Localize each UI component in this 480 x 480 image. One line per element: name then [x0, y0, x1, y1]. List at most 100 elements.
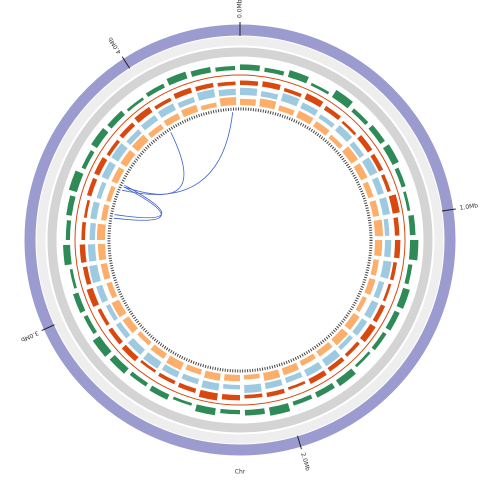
track-bar	[369, 200, 380, 217]
track-bar	[100, 263, 111, 280]
track-bar	[396, 287, 410, 309]
track-bar	[161, 364, 180, 378]
track-bar	[79, 244, 87, 263]
track-bar	[181, 373, 200, 385]
track-bar	[368, 125, 385, 145]
track-bar	[334, 124, 353, 142]
tick-mark	[121, 56, 131, 69]
track-bar	[148, 124, 164, 138]
track-bar	[327, 357, 345, 372]
background-ring	[36, 36, 444, 444]
track-bar	[388, 194, 400, 214]
tick-mark	[296, 435, 302, 450]
track-bar	[106, 185, 116, 202]
tick-label: 4.0Mb	[107, 36, 123, 56]
track-bar	[177, 96, 196, 109]
track-bar	[81, 150, 95, 170]
track-bar	[185, 364, 202, 375]
track-bar	[106, 281, 118, 299]
track-bar	[196, 89, 216, 101]
track-bar	[158, 372, 176, 385]
track-bar	[278, 105, 295, 116]
track-bar	[201, 380, 220, 391]
track-bar	[96, 181, 107, 200]
track-bar	[354, 351, 371, 368]
track-bar	[321, 349, 341, 367]
tick-mark	[41, 324, 55, 332]
link	[113, 186, 162, 221]
track-bar	[173, 87, 193, 100]
track-bar	[97, 308, 110, 326]
track-bar	[86, 177, 98, 197]
track-bar	[364, 300, 379, 319]
track-bar	[260, 91, 279, 100]
track-bar	[190, 66, 212, 77]
track-bar	[328, 134, 343, 149]
track-bar	[89, 222, 96, 240]
track-bar	[137, 331, 152, 346]
track-bar	[108, 327, 123, 345]
track-bar	[287, 70, 309, 84]
track-bar	[140, 115, 159, 131]
track-bar	[371, 177, 384, 196]
track-bar	[145, 83, 165, 97]
track-bar	[240, 87, 258, 96]
track-bar	[370, 259, 379, 276]
track-bar	[111, 299, 127, 318]
track-bar	[355, 296, 367, 313]
axis-label: Chr	[235, 469, 246, 476]
track-bar	[281, 362, 300, 376]
track-bar	[244, 383, 262, 394]
background-ring	[47, 47, 433, 433]
track-bar	[63, 244, 72, 266]
track-bar	[349, 141, 365, 159]
track-bar	[262, 81, 281, 91]
track-bar	[240, 80, 259, 87]
tick-mark	[441, 208, 456, 212]
track-bar	[266, 388, 285, 398]
track-bar	[222, 384, 240, 390]
track-bar	[380, 174, 391, 193]
track-bar	[357, 134, 373, 153]
track-bar	[157, 103, 177, 119]
track-bar	[180, 104, 199, 118]
track-bar	[134, 106, 153, 123]
track-bar	[65, 220, 72, 240]
track-bar	[91, 127, 109, 149]
track-bar	[283, 87, 302, 98]
tick-label: 0.0Mb	[237, 0, 244, 18]
track-bar	[221, 393, 240, 401]
track-bar	[72, 292, 86, 313]
track-bar	[240, 64, 261, 72]
track-bar	[111, 167, 125, 184]
track-bar	[308, 370, 327, 384]
link	[123, 132, 185, 195]
track-bar	[240, 98, 257, 106]
track-bar	[122, 316, 138, 334]
baseline-ring	[74, 74, 406, 406]
track-bar	[150, 344, 168, 359]
track-bar	[82, 266, 92, 285]
track-bar	[126, 129, 142, 146]
track-bar	[244, 408, 265, 416]
track-bar	[280, 93, 300, 107]
track-bar	[372, 304, 386, 323]
track-bar	[244, 393, 263, 399]
track-bar	[83, 315, 97, 335]
track-bar	[140, 359, 157, 373]
track-bar	[177, 382, 197, 394]
track-bar	[383, 218, 390, 236]
track-bar	[203, 370, 221, 381]
track-bar	[149, 385, 170, 400]
track-bar	[352, 318, 368, 336]
track-bar	[119, 122, 136, 139]
track-bar	[364, 278, 376, 296]
track-bar	[166, 71, 188, 86]
track-bar	[373, 219, 384, 237]
track-bar	[383, 144, 399, 165]
track-bar	[154, 97, 172, 110]
track-bar	[385, 310, 400, 331]
track-bar	[382, 283, 392, 302]
track-bar	[379, 197, 390, 216]
